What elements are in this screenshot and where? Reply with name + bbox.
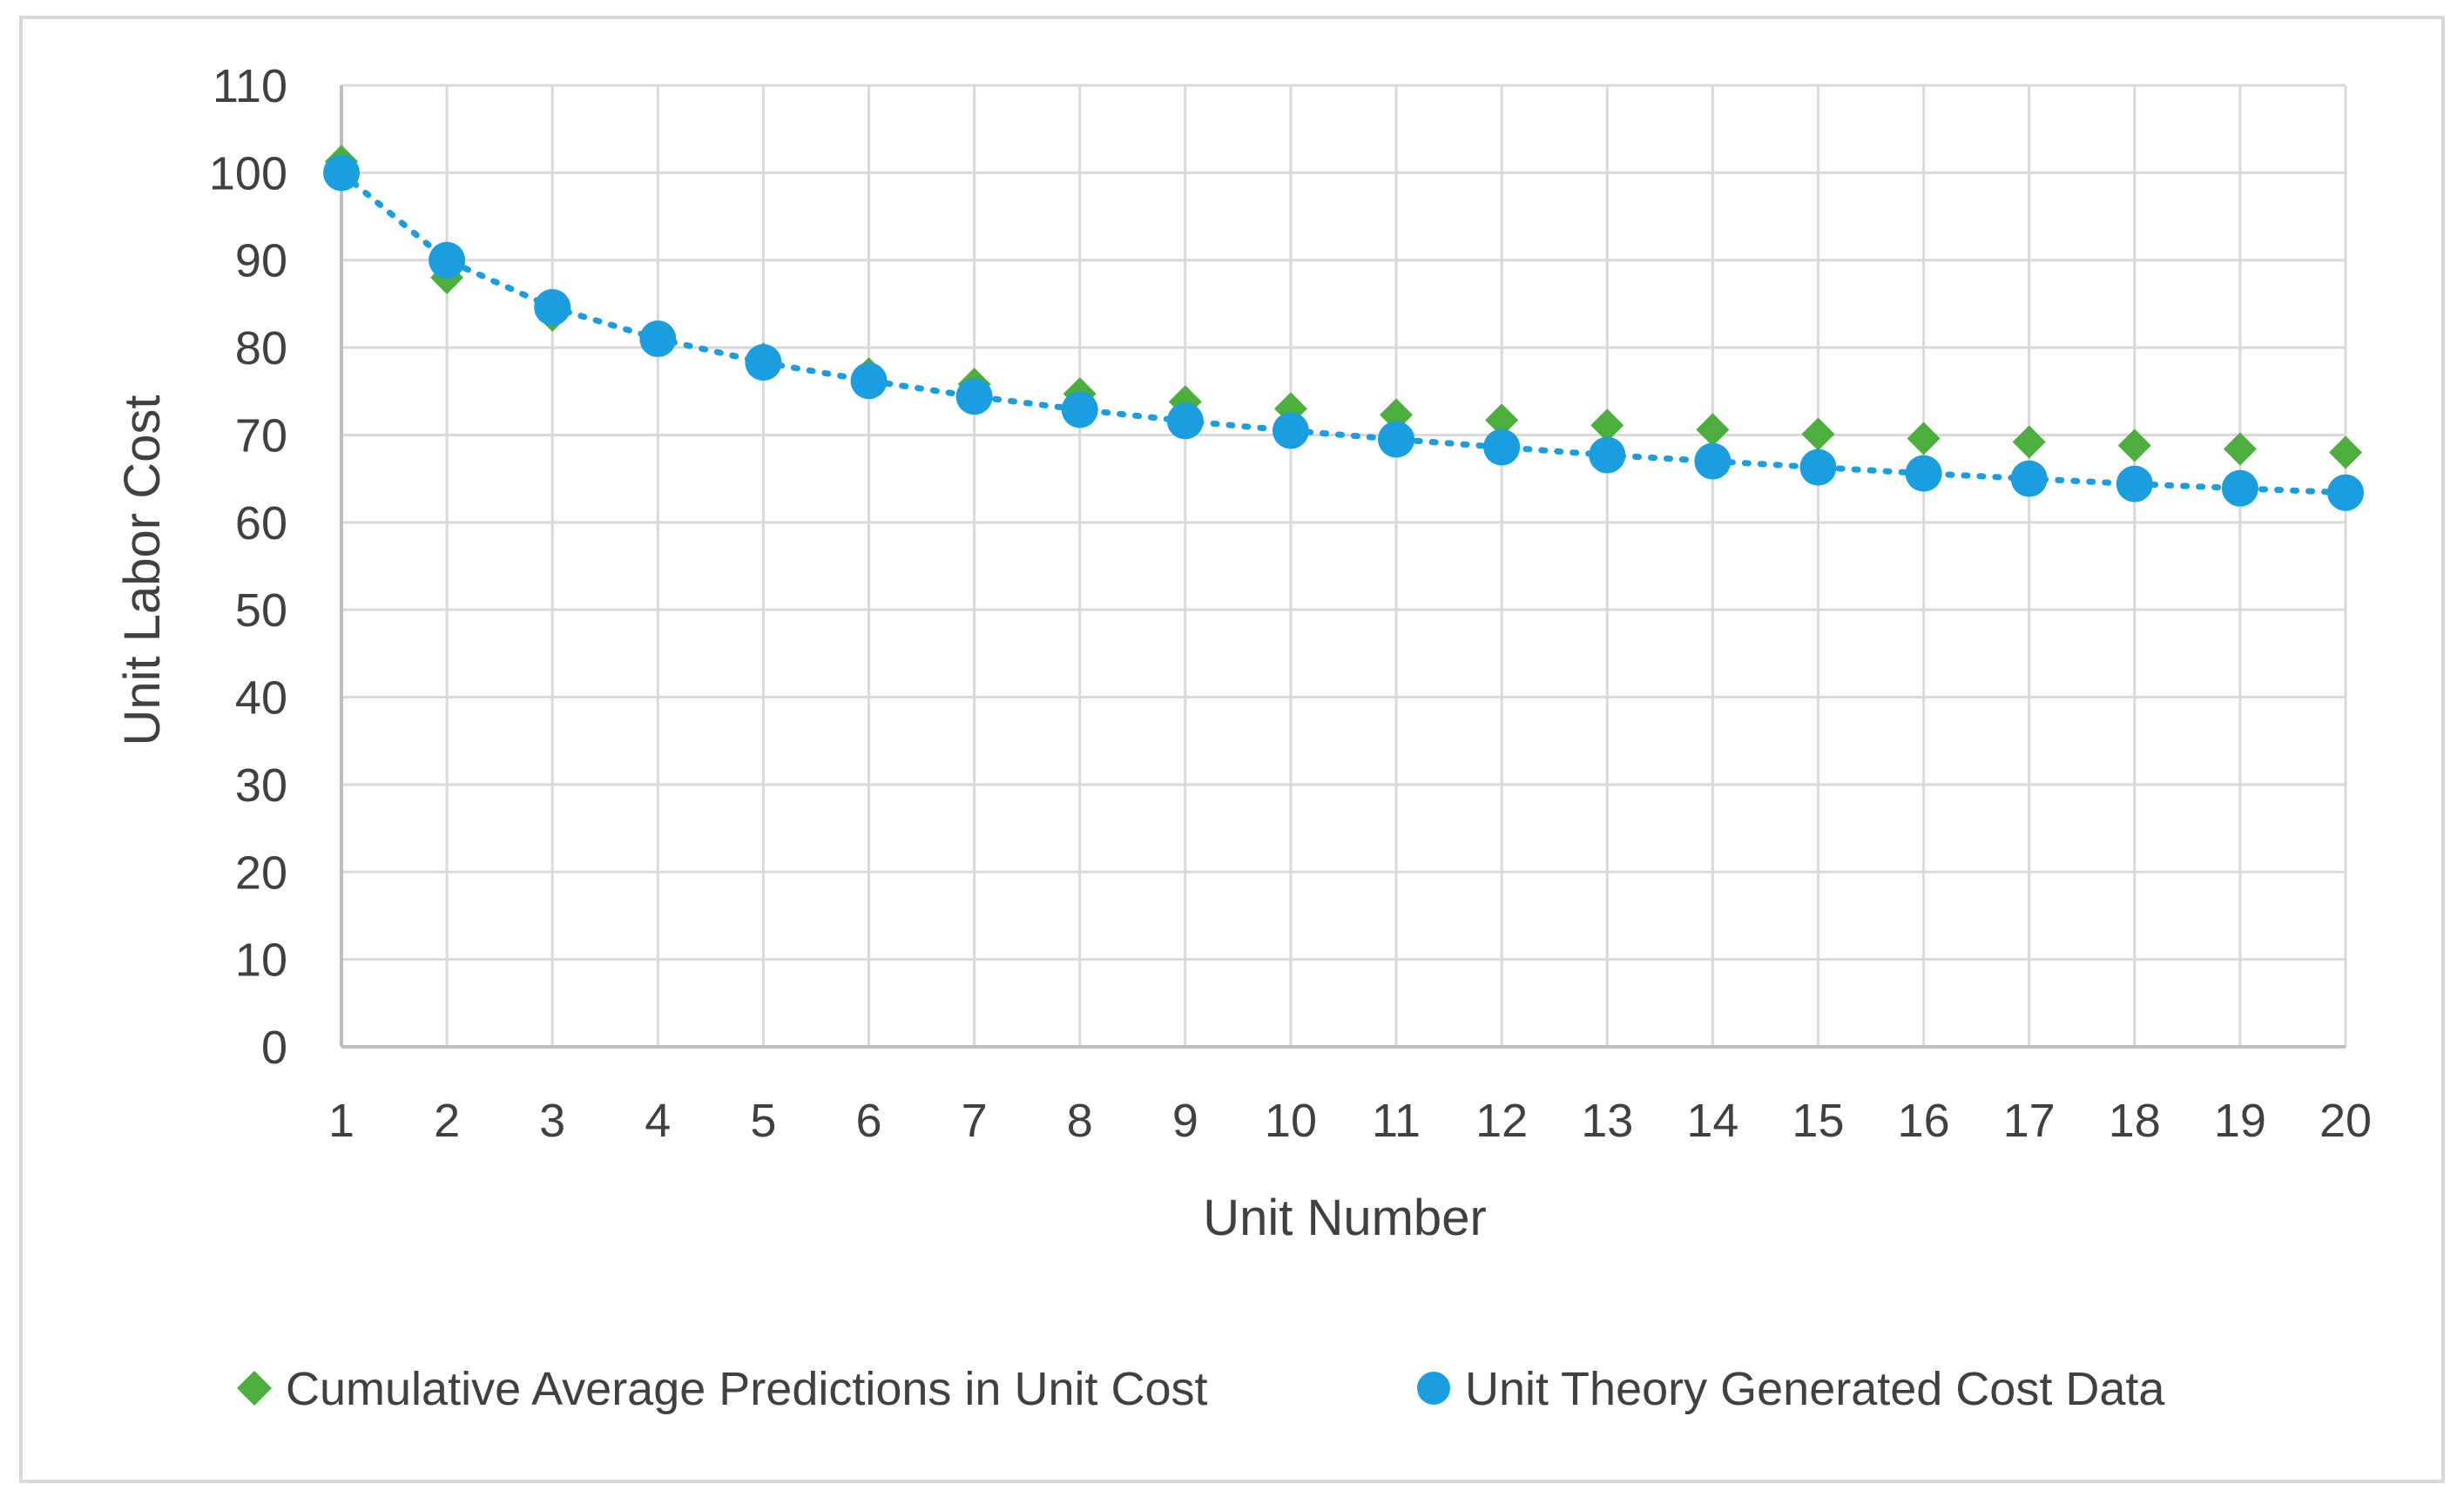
data-point-diamond	[2329, 435, 2362, 469]
data-point-diamond	[1485, 403, 1519, 437]
y-tick-label: 30	[235, 759, 287, 812]
data-point-circle	[1166, 402, 1204, 440]
data-point-circle	[639, 320, 677, 358]
legend-item-cumulative-average: Cumulative Average Predictions in Unit C…	[237, 1363, 1208, 1415]
data-point-diamond	[1801, 417, 1835, 451]
data-point-circle	[1061, 391, 1098, 428]
data-point-circle	[850, 362, 888, 400]
grid-layer	[340, 84, 2347, 1047]
data-point-circle	[323, 154, 360, 192]
y-tick-label: 100	[209, 147, 287, 199]
x-tick-label: 17	[2003, 1095, 2056, 1147]
y-tick-label: 40	[235, 672, 287, 725]
data-point-circle	[534, 288, 571, 326]
x-tick-label: 19	[2214, 1095, 2266, 1147]
x-tick-label: 18	[2109, 1095, 2161, 1147]
x-tick-label: 8	[1067, 1095, 1093, 1147]
y-tick-label: 0	[261, 1022, 287, 1074]
data-point-circle	[955, 378, 993, 415]
y-tick-label: 60	[235, 497, 287, 550]
series-0	[325, 145, 2362, 469]
data-point-circle	[1905, 455, 1942, 492]
y-tick-label: 80	[235, 322, 287, 374]
data-point-circle	[2221, 469, 2258, 507]
series-layer	[323, 145, 2364, 511]
legend-marker-circle	[1417, 1372, 1450, 1405]
data-point-circle	[2010, 460, 2048, 497]
legend-label-cumulative-average: Cumulative Average Predictions in Unit C…	[286, 1363, 1208, 1415]
x-tick-label: 10	[1265, 1095, 1317, 1147]
x-tick-label: 7	[962, 1095, 988, 1147]
data-point-circle	[1483, 428, 1521, 466]
y-tick-label: 10	[235, 934, 287, 987]
legend: Cumulative Average Predictions in Unit C…	[237, 1363, 2165, 1415]
x-tick-label: 5	[750, 1095, 776, 1147]
x-tick-label: 1	[328, 1095, 354, 1147]
data-point-circle	[2116, 465, 2153, 502]
data-point-diamond	[2012, 425, 2046, 459]
data-point-circle	[1799, 449, 1837, 486]
data-point-circle	[1272, 412, 1309, 449]
series-1	[323, 154, 2364, 511]
x-tick-label: 12	[1475, 1095, 1528, 1147]
x-tick-label: 3	[539, 1095, 565, 1147]
x-tick-label: 9	[1172, 1095, 1198, 1147]
data-point-diamond	[1907, 422, 1941, 455]
x-tick-label: 15	[1792, 1095, 1844, 1147]
y-tick-label: 50	[235, 584, 287, 637]
data-point-diamond	[2223, 432, 2257, 466]
legend-item-unit-theory: Unit Theory Generated Cost Data	[1417, 1363, 2165, 1415]
x-tick-label: 20	[2319, 1095, 2372, 1147]
x-tick-label: 2	[434, 1095, 460, 1147]
y-tick-label: 110	[213, 60, 287, 112]
y-tick-label: 20	[235, 846, 287, 899]
data-point-diamond	[1590, 408, 1624, 442]
x-tick-label: 11	[1372, 1095, 1421, 1147]
axis-layer	[340, 85, 2346, 1049]
data-point-diamond	[2117, 428, 2151, 462]
data-point-circle	[745, 344, 782, 381]
legend-marker-diamond	[237, 1371, 272, 1406]
data-point-circle	[1694, 442, 1732, 480]
data-point-circle	[429, 241, 466, 279]
x-tick-label: 16	[1898, 1095, 1950, 1147]
data-point-circle	[1378, 421, 1415, 458]
data-point-diamond	[1696, 413, 1730, 447]
y-tick-label: 90	[235, 235, 287, 287]
data-point-circle	[1589, 436, 1626, 474]
y-tick-label: 70	[235, 409, 287, 462]
x-tick-label: 13	[1581, 1095, 1633, 1147]
x-tick-label: 6	[856, 1095, 882, 1147]
x-tick-label: 14	[1686, 1095, 1738, 1147]
x-tick-label: 4	[645, 1095, 671, 1147]
y-axis-title: Unit Labor Cost	[114, 395, 171, 746]
legend-label-unit-theory: Unit Theory Generated Cost Data	[1465, 1363, 2165, 1415]
data-point-circle	[2327, 474, 2364, 511]
x-axis-title: Unit Number	[1203, 1190, 1487, 1246]
